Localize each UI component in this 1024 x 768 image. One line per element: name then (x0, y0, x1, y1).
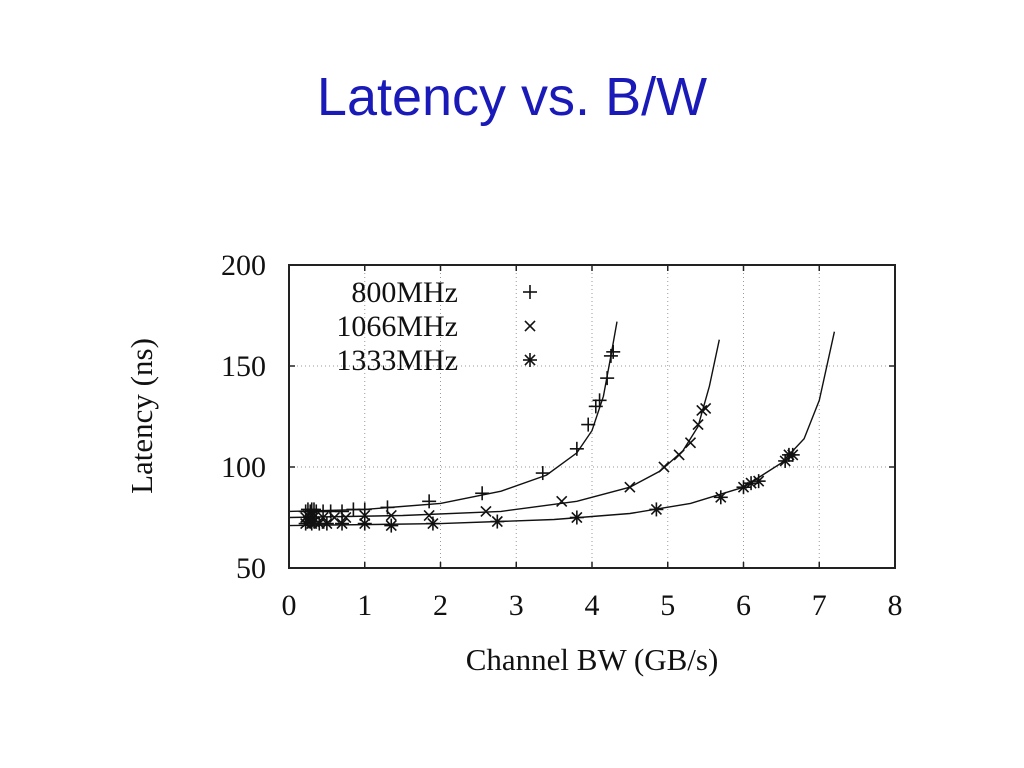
x-tick-label: 3 (509, 589, 524, 622)
data-point (713, 490, 728, 505)
x-tick-label: 7 (812, 589, 827, 622)
legend-marker (523, 353, 537, 367)
data-point (603, 348, 618, 363)
data-point (480, 505, 492, 518)
data-point (736, 480, 751, 495)
x-tick-label: 6 (736, 589, 751, 622)
legend-label: 1066MHz (336, 310, 458, 343)
data-point (359, 509, 371, 522)
x-tick-label: 1 (357, 589, 372, 622)
data-point (475, 486, 490, 501)
data-point (700, 402, 712, 415)
y-tick-label: 200 (221, 249, 266, 282)
data-point (422, 494, 437, 509)
data-point (569, 441, 584, 456)
data-point (658, 461, 670, 473)
data-point (673, 449, 685, 461)
x-tick-label: 4 (585, 589, 600, 622)
legend-marker (524, 320, 536, 332)
data-markers (298, 344, 800, 533)
data-point (785, 447, 800, 462)
data-point (600, 371, 615, 386)
data-point (425, 516, 440, 531)
data-point (335, 516, 350, 531)
y-tick-label: 100 (221, 451, 266, 484)
x-axis-label: Channel BW (GB/s) (466, 642, 719, 677)
x-tick-labels: 0 1 2 3 4 5 6 7 8 (282, 589, 903, 622)
data-point (606, 344, 621, 359)
x-tick-label: 5 (660, 589, 675, 622)
data-point (684, 437, 697, 449)
data-point (384, 518, 399, 533)
data-point (385, 509, 397, 522)
data-point (335, 504, 350, 519)
data-point (357, 516, 372, 531)
x-tick-label: 2 (433, 589, 448, 622)
y-tick-label: 150 (221, 350, 266, 383)
data-point (328, 511, 341, 524)
plot-frame (288, 264, 896, 569)
data-point (357, 502, 372, 517)
data-point (319, 516, 334, 531)
x-tick-label: 0 (282, 589, 297, 622)
data-point (556, 495, 568, 507)
legend-marker (523, 285, 537, 299)
data-point (751, 474, 766, 489)
data-point (535, 466, 550, 481)
data-point (490, 514, 505, 529)
legend-label: 1333MHz (336, 344, 458, 377)
data-point (649, 502, 664, 517)
data-point (581, 417, 596, 432)
y-tick-label: 50 (236, 552, 266, 585)
y-axis-label: Latency (ns) (124, 338, 159, 494)
data-point (569, 510, 584, 525)
legend-label: 800MHz (351, 276, 458, 309)
x-tick-label: 8 (888, 589, 903, 622)
data-point (692, 418, 704, 431)
data-point (624, 481, 636, 493)
slide-title: Latency vs. B/W (316, 67, 708, 127)
data-point (588, 399, 603, 414)
data-point (592, 393, 607, 408)
y-tick-labels: 50 100 150 200 (221, 249, 266, 585)
